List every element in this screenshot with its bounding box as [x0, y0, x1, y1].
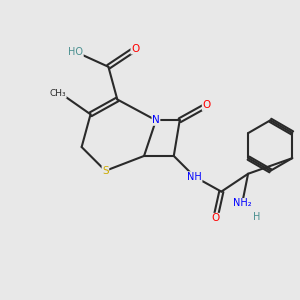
Text: HO: HO [68, 47, 83, 57]
Text: N: N [152, 115, 160, 125]
Text: CH₃: CH₃ [50, 89, 66, 98]
Text: S: S [102, 166, 109, 176]
Text: NH₂: NH₂ [233, 199, 251, 208]
Text: O: O [211, 213, 220, 224]
Text: H: H [253, 212, 261, 222]
Text: O: O [202, 100, 211, 110]
Text: O: O [131, 44, 139, 54]
Text: NH: NH [187, 172, 202, 182]
